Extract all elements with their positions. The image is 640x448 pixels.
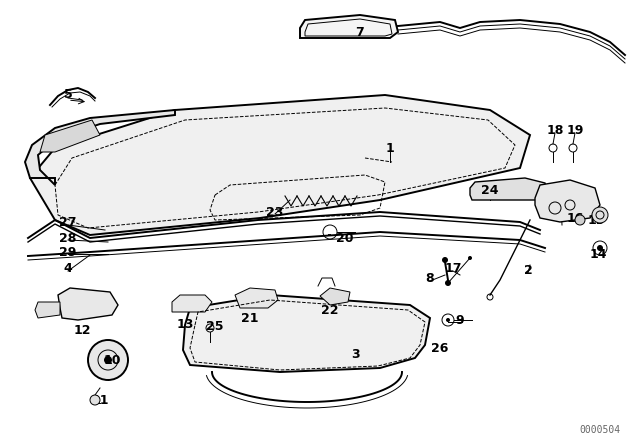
Text: 25: 25 [206, 319, 224, 332]
Text: 13: 13 [176, 319, 194, 332]
Text: 22: 22 [321, 303, 339, 316]
Text: 21: 21 [241, 311, 259, 324]
Text: 16: 16 [566, 211, 584, 224]
Text: 8: 8 [426, 271, 435, 284]
Text: 23: 23 [266, 206, 284, 219]
Polygon shape [172, 295, 212, 312]
Circle shape [575, 215, 585, 225]
Text: 0000504: 0000504 [579, 425, 620, 435]
Text: 11: 11 [92, 393, 109, 406]
Text: 7: 7 [356, 26, 364, 39]
Polygon shape [183, 295, 430, 372]
Text: 26: 26 [431, 341, 449, 354]
Circle shape [104, 356, 112, 364]
Polygon shape [30, 95, 530, 235]
Text: 2: 2 [524, 263, 532, 276]
Text: 1: 1 [386, 142, 394, 155]
Text: 20: 20 [336, 232, 354, 245]
Text: 24: 24 [481, 184, 499, 197]
Circle shape [445, 280, 451, 286]
Polygon shape [40, 120, 100, 152]
Polygon shape [535, 180, 600, 222]
Text: 28: 28 [60, 232, 77, 245]
Polygon shape [470, 178, 548, 200]
Text: 19: 19 [566, 124, 584, 137]
Text: 9: 9 [456, 314, 464, 327]
Polygon shape [25, 110, 175, 185]
Polygon shape [320, 288, 350, 305]
Text: 5: 5 [63, 89, 72, 102]
Text: 29: 29 [60, 246, 77, 258]
Text: 18: 18 [547, 124, 564, 137]
Text: 14: 14 [589, 249, 607, 262]
Circle shape [597, 245, 603, 251]
Text: 15: 15 [588, 214, 605, 227]
Polygon shape [300, 15, 398, 38]
Text: 6: 6 [326, 293, 334, 306]
Circle shape [90, 395, 100, 405]
Text: 27: 27 [60, 215, 77, 228]
Text: 4: 4 [63, 262, 72, 275]
Circle shape [592, 207, 608, 223]
Circle shape [442, 257, 448, 263]
Circle shape [468, 256, 472, 260]
Circle shape [446, 318, 450, 322]
Polygon shape [35, 302, 60, 318]
Text: 12: 12 [73, 323, 91, 336]
Text: 17: 17 [444, 262, 461, 275]
Text: 10: 10 [103, 353, 121, 366]
Circle shape [88, 340, 128, 380]
Polygon shape [235, 288, 278, 308]
Text: 3: 3 [351, 349, 359, 362]
Polygon shape [58, 288, 118, 320]
